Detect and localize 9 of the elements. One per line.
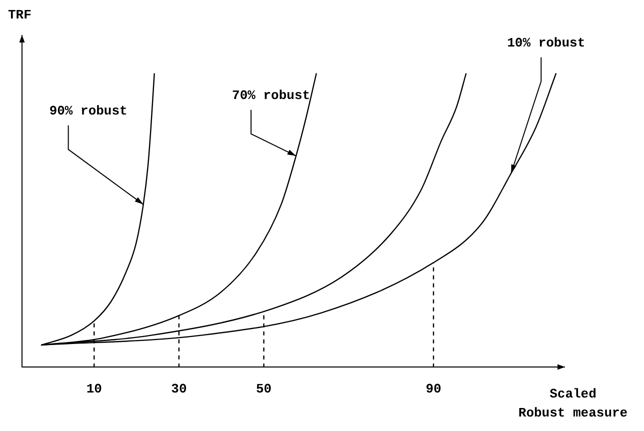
x-tick-label: 10 (86, 381, 102, 396)
y-axis-title: TRF (8, 7, 32, 22)
x-axis-title: Scaled Robust measure (518, 386, 628, 421)
x-tick-label: 50 (256, 381, 272, 396)
series-label: 90% robust (49, 104, 128, 119)
x-tick-label: 90 (426, 381, 442, 396)
x-tick-label: 30 (171, 381, 187, 396)
series-label: 70% robust (232, 88, 310, 104)
text: 10% robust (507, 36, 586, 51)
